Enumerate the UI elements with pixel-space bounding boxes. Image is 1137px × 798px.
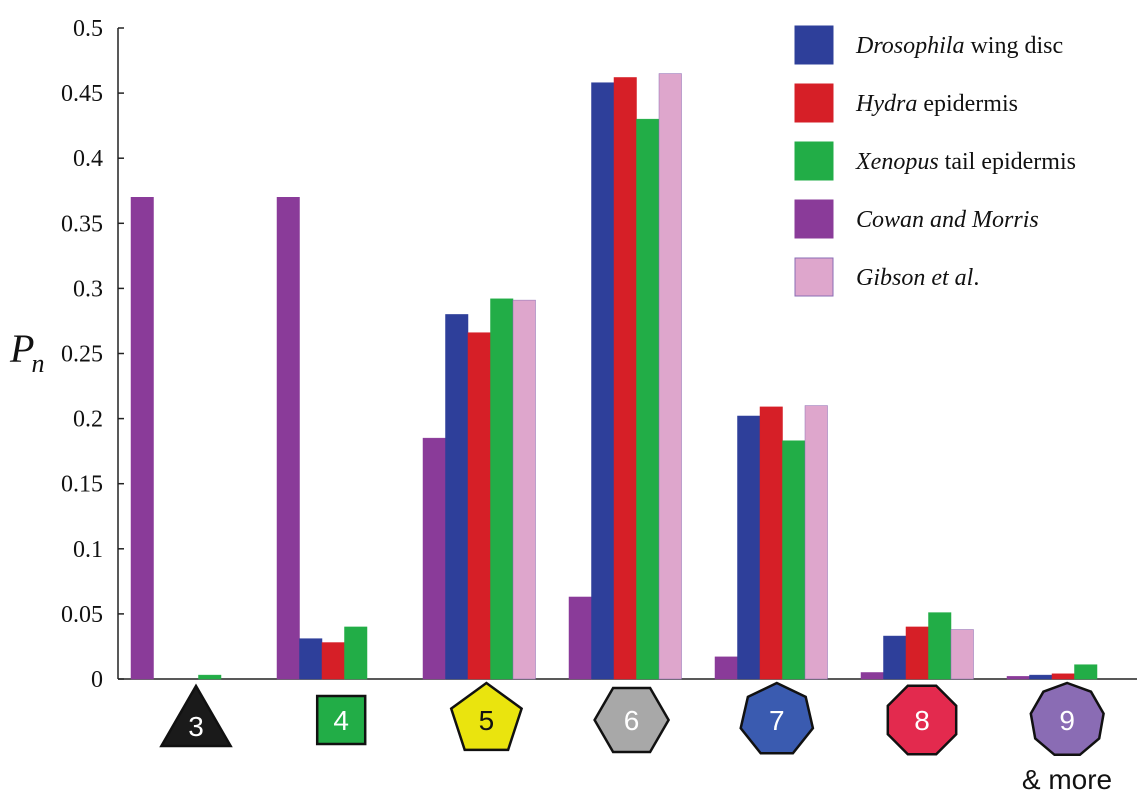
- legend-label-rest: wing disc: [964, 33, 1063, 59]
- bar-8-xenopus-tail-epidermis: [928, 612, 952, 680]
- bar-7-gibson-et-al: [804, 405, 828, 680]
- category-label: 4: [333, 705, 349, 736]
- pentagon-badge-shape: [449, 681, 524, 752]
- legend-label-italic: Xenopus: [855, 149, 939, 175]
- category-label: 3: [188, 711, 204, 742]
- category-badge-7: 7: [739, 681, 815, 755]
- triangle-badge-shape: [159, 683, 233, 748]
- legend-item: Gibson et al.: [794, 257, 979, 297]
- legend-swatch: [794, 257, 834, 297]
- category-suffix-label: & more: [1022, 764, 1112, 795]
- legend-label-italic: Gibson et al: [856, 265, 974, 291]
- legend-label-rest: tail epidermis: [939, 149, 1076, 175]
- bar-9-drosophila-wing-disc: [1029, 674, 1053, 680]
- bar-5-cowan-and-morris: [422, 437, 446, 680]
- category-badges: 3 4 5 6 7 8 9: [159, 681, 1105, 757]
- legend-label: Cowan and Morris: [856, 207, 1039, 233]
- y-tick-label: 0.2: [73, 407, 103, 433]
- bar-6-gibson-et-al: [658, 73, 682, 680]
- legend-swatch: [794, 25, 834, 65]
- bar-8-hydra-epidermis: [905, 626, 929, 680]
- y-axis-label-sub: n: [31, 349, 44, 378]
- nonagon-badge-shape: [1029, 681, 1105, 757]
- square-badge-shape: [315, 694, 367, 746]
- bar-7-xenopus-tail-epidermis: [782, 440, 806, 680]
- category-badge-3: 3: [159, 683, 233, 748]
- legend-swatch: [794, 199, 834, 239]
- legend-label-italic: Drosophila: [855, 33, 964, 59]
- heptagon-badge-shape: [739, 681, 815, 755]
- category-badge-4: 4: [315, 694, 367, 746]
- y-axis-label: Pn: [9, 326, 44, 378]
- category-badge-9: 9: [1029, 681, 1105, 757]
- category-label: 8: [914, 705, 930, 736]
- bar-4-xenopus-tail-epidermis: [344, 626, 368, 680]
- bar-8-drosophila-wing-disc: [883, 635, 907, 680]
- category-label: 6: [624, 705, 640, 736]
- legend-label: Gibson et al.: [856, 265, 979, 291]
- bar-6-xenopus-tail-epidermis: [636, 118, 660, 680]
- bar-6-hydra-epidermis: [613, 77, 637, 680]
- y-tick-label: 0.35: [61, 211, 103, 237]
- bar-6-cowan-and-morris: [568, 596, 592, 680]
- legend-label-italic: Cowan and Morris: [856, 207, 1039, 233]
- y-tick-label: 0.45: [61, 81, 103, 107]
- bar-7-hydra-epidermis: [759, 406, 783, 680]
- category-badge-5: 5: [449, 681, 524, 752]
- legend-label-italic: Hydra: [855, 91, 917, 117]
- legend-label: Hydra epidermis: [855, 91, 1018, 117]
- bar-5-hydra-epidermis: [467, 332, 491, 680]
- y-tick-label: 0.1: [73, 537, 103, 563]
- legend-item: Xenopus tail epidermis: [794, 141, 1076, 181]
- legend: Drosophila wing disc Hydra epidermis Xenop…: [794, 25, 1076, 297]
- legend-label-rest: .: [973, 265, 979, 291]
- legend-item: Drosophila wing disc: [794, 25, 1063, 65]
- y-tick-label: 0: [91, 667, 103, 693]
- category-badge-8: 8: [886, 684, 958, 756]
- bar-3-xenopus-tail-epidermis: [198, 674, 222, 680]
- bar-5-drosophila-wing-disc: [445, 314, 469, 680]
- category-label: 5: [479, 705, 495, 736]
- bar-3-cowan-and-morris: [130, 197, 154, 680]
- bar-7-drosophila-wing-disc: [737, 415, 761, 680]
- legend-item: Cowan and Morris: [794, 199, 1039, 239]
- y-tick-label: 0.05: [61, 602, 103, 628]
- legend-label: Xenopus tail epidermis: [855, 149, 1076, 175]
- legend-swatch: [794, 83, 834, 123]
- legend-label-rest: epidermis: [917, 91, 1018, 117]
- bars: [130, 73, 1098, 680]
- bar-5-gibson-et-al: [512, 299, 536, 680]
- bar-5-xenopus-tail-epidermis: [490, 298, 514, 680]
- bar-9-xenopus-tail-epidermis: [1074, 664, 1098, 680]
- octagon-badge-shape: [886, 684, 958, 756]
- bar-8-gibson-et-al: [950, 629, 974, 680]
- category-label: 9: [1059, 705, 1075, 736]
- bar-9-hydra-epidermis: [1051, 673, 1075, 680]
- axes: 0 0.05 0.1 0.15 0.2 0.25 0.3 0.35 0.4 0.45 0.5: [61, 16, 1137, 693]
- legend-item: Hydra epidermis: [794, 83, 1018, 123]
- y-tick-label: 0.5: [73, 16, 103, 42]
- bar-8-cowan-and-morris: [860, 672, 884, 680]
- y-axis-label-main: P: [9, 326, 34, 371]
- category-badge-6: 6: [593, 686, 671, 754]
- legend-swatch: [794, 141, 834, 181]
- y-tick-label: 0.15: [61, 472, 103, 498]
- bar-4-cowan-and-morris: [276, 197, 300, 680]
- bar-9-cowan-and-morris: [1006, 676, 1030, 680]
- category-label: 7: [769, 705, 785, 736]
- bar-7-cowan-and-morris: [714, 656, 738, 680]
- hexagon-badge-shape: [593, 686, 671, 754]
- legend-label: Drosophila wing disc: [855, 33, 1063, 59]
- y-tick-label: 0.25: [61, 342, 103, 368]
- y-tick-label: 0.3: [73, 276, 103, 302]
- bar-6-drosophila-wing-disc: [591, 82, 615, 680]
- bar-4-hydra-epidermis: [321, 642, 345, 680]
- bar-4-drosophila-wing-disc: [299, 638, 323, 680]
- y-tick-label: 0.4: [73, 146, 103, 172]
